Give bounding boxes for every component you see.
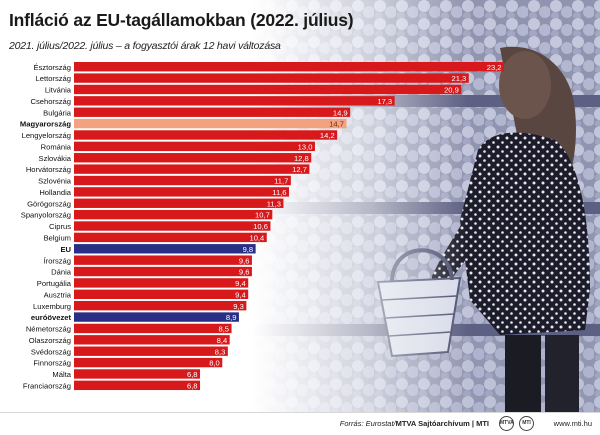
footer: Forrás: Eurostat/MTVA Sajtóarchívum | MT… — [0, 412, 600, 435]
bar-Franciaország — [74, 380, 201, 391]
value-label: 8,4 — [217, 336, 228, 345]
bar-Bulgária — [74, 107, 351, 117]
category-label: Málta — [52, 370, 71, 379]
category-label: Észtország — [33, 63, 71, 72]
value-label: 8,9 — [226, 313, 237, 322]
bar-Dánia — [74, 266, 252, 277]
bar-Németország — [74, 323, 232, 334]
bar-Portugália — [74, 278, 249, 288]
bar-Ausztria — [74, 289, 249, 299]
value-label: 23,2 — [487, 63, 502, 72]
bar-euróövezet — [74, 312, 239, 322]
chart-title: Infláció az EU-tagállamokban (2022. júli… — [9, 10, 354, 30]
category-label: Németország — [26, 325, 71, 334]
bar-Lengyelország — [74, 130, 338, 140]
chart-subtitle: 2021. július/2022. július – a fogyasztói… — [9, 40, 281, 52]
category-label: Lettország — [36, 74, 71, 83]
value-label: 11,3 — [267, 199, 281, 208]
category-label: Görögország — [27, 199, 71, 208]
bar-Észtország — [74, 62, 504, 72]
category-label: Portugália — [37, 279, 72, 288]
value-label: 9,3 — [233, 302, 244, 311]
value-label: 14,2 — [320, 131, 335, 140]
category-label: Szlovénia — [38, 177, 72, 186]
category-label: Hollandia — [39, 188, 71, 197]
value-label: 17,3 — [377, 97, 392, 106]
bar-Szlovákia — [74, 153, 312, 163]
source-agency: MTVA Sajtóarchívum | MTI — [395, 419, 489, 428]
bar-Görögország — [74, 198, 284, 208]
value-label: 9,8 — [243, 245, 254, 254]
bar-Olaszország — [74, 335, 230, 345]
value-label: 8,0 — [209, 359, 220, 368]
bar-Csehország — [74, 96, 395, 106]
category-label: Bulgária — [43, 108, 72, 117]
bar-Ciprus — [74, 221, 271, 231]
bar-Luxemburg — [74, 300, 247, 311]
website-url[interactable]: www.mti.hu — [553, 419, 592, 428]
value-label: 11,7 — [274, 177, 288, 186]
value-label: 8,5 — [218, 325, 229, 334]
category-label: Ausztria — [44, 290, 72, 299]
value-label: 9,6 — [239, 256, 250, 265]
value-label: 14,7 — [329, 120, 344, 129]
bar-Hollandia — [74, 187, 289, 197]
category-label: Horvátország — [26, 165, 71, 174]
bar-Szlovénia — [74, 175, 291, 186]
bar-Írország — [74, 255, 252, 265]
source-prefix: Forrás: Eurostat/ — [339, 419, 396, 428]
bar-Belgium — [74, 232, 267, 243]
value-label: 9,6 — [239, 268, 250, 277]
value-label: 11,6 — [272, 188, 286, 197]
bar-Románia — [74, 141, 315, 152]
value-label: 14,9 — [333, 108, 348, 117]
value-label: 9,4 — [235, 290, 246, 299]
value-label: 6,8 — [187, 370, 198, 379]
value-label: 12,8 — [294, 154, 309, 163]
value-label: 12,7 — [292, 165, 307, 174]
category-label: Románia — [41, 142, 72, 151]
value-label: 8,3 — [215, 347, 226, 356]
mtva-logo-icon: MTVA — [499, 416, 514, 431]
category-label: Luxemburg — [33, 302, 71, 311]
bar-Litvánia — [74, 84, 462, 95]
value-label: 6,8 — [187, 381, 198, 390]
bar-Svédország — [74, 346, 228, 356]
value-label: 20,9 — [444, 86, 459, 95]
category-label: Írország — [44, 256, 71, 265]
bar-Finnország — [74, 357, 223, 368]
bar-Spanyolország — [74, 209, 273, 220]
category-label: Franciaország — [23, 381, 71, 390]
bar-Lettország — [74, 73, 469, 83]
mti-logo-icon: MTI — [519, 416, 534, 431]
category-label: Szlovákia — [39, 154, 72, 163]
category-label: Finnország — [33, 359, 71, 368]
source-credit: Forrás: Eurostat/MTVA Sajtóarchívum | MT… — [340, 419, 489, 428]
category-label: euróövezet — [31, 313, 72, 322]
value-label: 13,0 — [298, 142, 313, 151]
category-label: Magyarország — [20, 120, 71, 129]
category-label: Ciprus — [49, 222, 71, 231]
bar-EU — [74, 244, 256, 254]
category-label: Lengyelország — [22, 131, 71, 140]
category-label: Csehország — [30, 97, 71, 106]
category-label: Belgium — [44, 234, 71, 243]
category-label: Svédország — [31, 347, 71, 356]
category-label: Litvánia — [45, 86, 72, 95]
category-label: Spanyolország — [21, 211, 71, 220]
category-label: Olaszország — [29, 336, 71, 345]
category-label: Dánia — [51, 268, 72, 277]
value-label: 21,3 — [452, 74, 467, 83]
bar-Málta — [74, 369, 201, 379]
value-label: 9,4 — [235, 279, 246, 288]
bar-Magyarország — [74, 118, 347, 129]
value-label: 10,6 — [253, 222, 268, 231]
category-label: EU — [60, 245, 71, 254]
value-label: 10,4 — [249, 234, 264, 243]
value-label: 10,7 — [255, 211, 270, 220]
bar-Horvátország — [74, 164, 310, 174]
